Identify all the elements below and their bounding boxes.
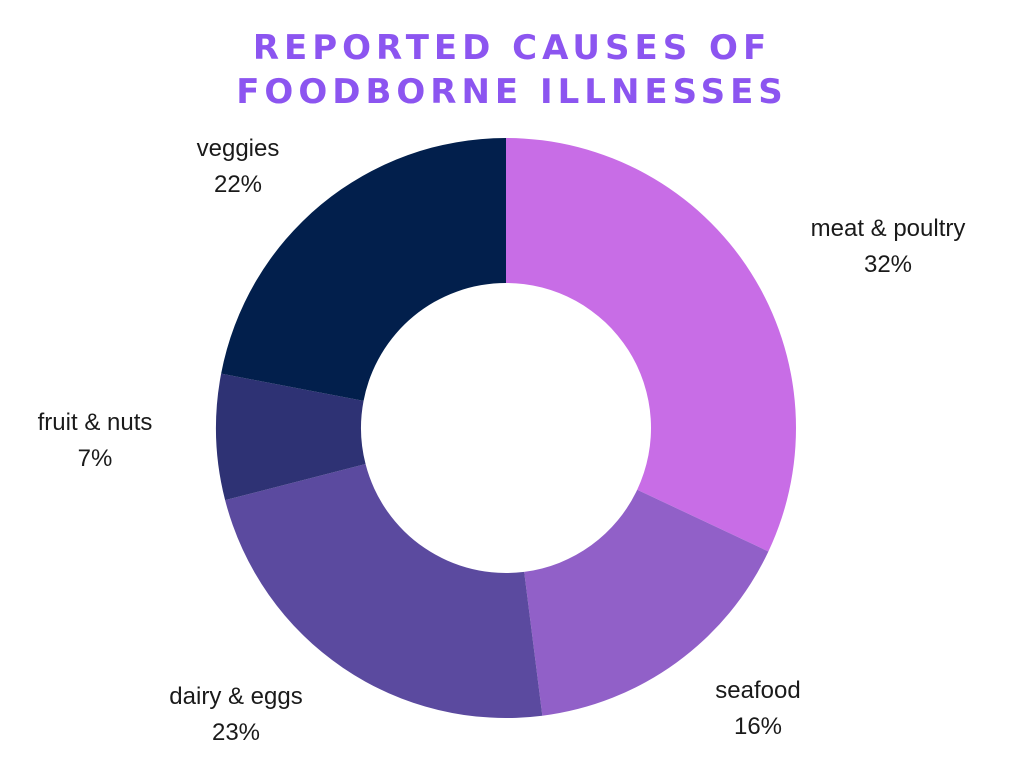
slice-label-value: 22% bbox=[214, 171, 262, 198]
slice-label-name: meat & poultry bbox=[811, 215, 966, 242]
slice-meat-poultry bbox=[506, 138, 796, 552]
slice-label-value: 23% bbox=[212, 719, 260, 746]
slice-label-name: fruit & nuts bbox=[38, 409, 153, 436]
slice-label-name: seafood bbox=[715, 677, 800, 704]
slice-label-value: 7% bbox=[78, 445, 113, 472]
chart-title: REPORTED CAUSES OF FOODBORNE ILLNESSES bbox=[0, 26, 1024, 114]
slice-seafood bbox=[524, 489, 769, 716]
slice-dairy-eggs bbox=[225, 464, 543, 718]
slice-label-name: dairy & eggs bbox=[169, 683, 302, 710]
slice-fruit-nuts bbox=[216, 373, 366, 501]
chart-title-line-1: REPORTED CAUSES OF bbox=[252, 28, 772, 68]
slice-label-value: 32% bbox=[864, 251, 912, 278]
slice-label-name: veggies bbox=[197, 135, 280, 162]
slice-label-value: 16% bbox=[734, 713, 782, 740]
slice-veggies bbox=[221, 137, 506, 401]
chart-title-line-2: FOODBORNE ILLNESSES bbox=[236, 72, 788, 112]
